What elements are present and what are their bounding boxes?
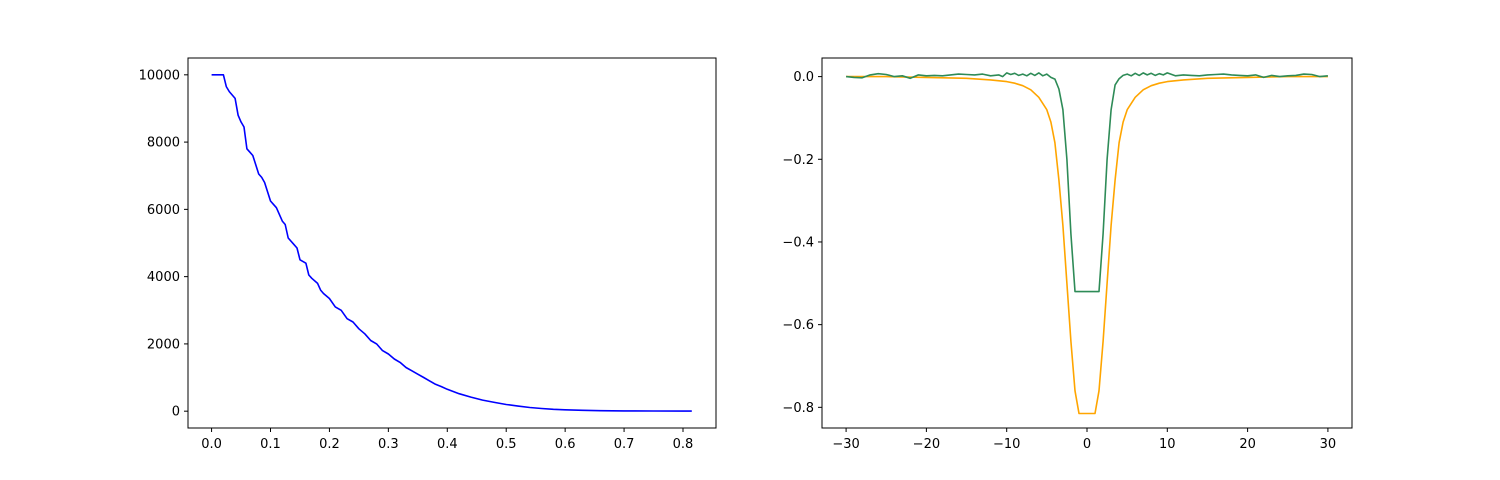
right-series-line-1 — [846, 72, 1328, 293]
right-y-axis: 0.0 −0.2 −0.4 −0.6 −0.8 — [782, 70, 822, 416]
right-x-tick-label: 20 — [1239, 437, 1256, 452]
right-x-tick-label: −20 — [913, 437, 940, 452]
left-x-tick-label: 0.1 — [260, 437, 281, 452]
right-x-axis: −30 −20 −10 0 10 20 30 — [832, 428, 1336, 452]
left-x-tick-label: 0.8 — [673, 437, 694, 452]
left-x-tick-label: 0.7 — [614, 437, 635, 452]
left-series-line-0 — [211, 74, 692, 412]
left-x-tick-label: 0.5 — [496, 437, 517, 452]
left-x-tick-label: 0.6 — [555, 437, 576, 452]
right-plot-area — [846, 72, 1328, 415]
right-y-tick-label: −0.8 — [782, 401, 814, 416]
right-x-tick-label: −30 — [832, 437, 859, 452]
left-x-tick-label: 0.4 — [437, 437, 458, 452]
right-y-tick-label: −0.4 — [782, 235, 814, 250]
right-y-tick-label: −0.6 — [782, 318, 814, 333]
left-y-axis: 0 2000 4000 6000 8000 10000 — [139, 68, 188, 420]
right-x-tick-label: 30 — [1320, 437, 1337, 452]
left-y-tick-label: 6000 — [147, 203, 180, 218]
left-x-tick-label: 0.3 — [378, 437, 399, 452]
left-y-tick-label: 4000 — [147, 270, 180, 285]
right-x-tick-label: −10 — [993, 437, 1020, 452]
right-x-tick-label: 10 — [1159, 437, 1176, 452]
right-chart: −30 −20 −10 0 10 20 30 0.0 −0.2 −0.4 −0.6 −0.8 — [782, 57, 1353, 452]
right-series-line-0 — [846, 75, 1328, 415]
left-y-tick-label: 0 — [172, 405, 180, 420]
left-y-tick-label: 2000 — [147, 337, 180, 352]
left-axes-frame — [187, 57, 717, 429]
left-y-tick-label: 10000 — [139, 68, 180, 83]
right-y-tick-label: 0.0 — [793, 70, 814, 85]
left-x-tick-label: 0.0 — [201, 437, 222, 452]
left-plot-area — [211, 74, 692, 412]
right-x-tick-label: 0 — [1083, 437, 1091, 452]
left-x-axis: 0.0 0.1 0.2 0.3 0.4 0.5 0.6 0.7 0.8 — [201, 428, 693, 452]
left-x-tick-label: 0.2 — [319, 437, 340, 452]
left-chart: 0.0 0.1 0.2 0.3 0.4 0.5 0.6 0.7 0.8 0 2000 4000 600… — [139, 57, 717, 452]
left-y-tick-label: 8000 — [147, 136, 180, 151]
right-y-tick-label: −0.2 — [782, 153, 814, 168]
